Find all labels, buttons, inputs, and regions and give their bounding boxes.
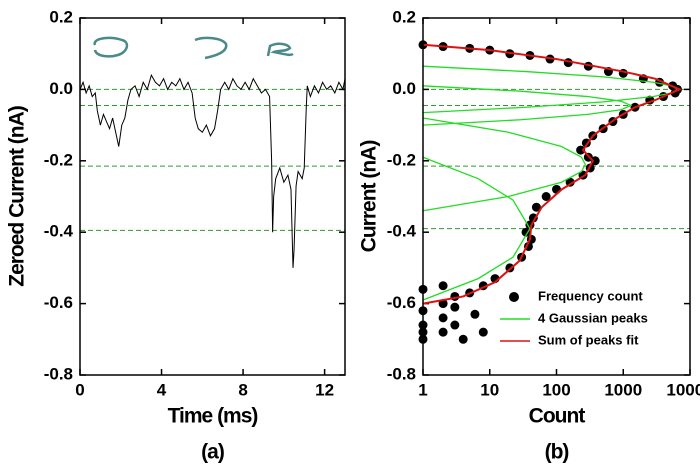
y-tick-label: -0.4 (387, 222, 417, 241)
x-tick-label: 12 (315, 380, 334, 399)
point (450, 302, 460, 312)
y-tick-label: 0.2 (49, 7, 73, 26)
point (438, 281, 448, 291)
point (438, 313, 448, 323)
x-tick-label: 100 (542, 380, 570, 399)
inset-loop (93, 36, 129, 58)
point (438, 327, 448, 337)
point (576, 145, 586, 155)
point (450, 320, 460, 330)
trace (79, 73, 346, 268)
x-tick-label: 1 (418, 380, 427, 399)
y-tick-label: -0.6 (387, 293, 416, 312)
y-tick-label: -0.2 (387, 150, 416, 169)
x-axis-title: Count (529, 405, 586, 428)
x-tick-label: 4 (157, 380, 167, 399)
inset-hook (194, 36, 228, 60)
plot-frame (79, 17, 346, 376)
x-tick-label: 10 (480, 380, 499, 399)
y-tick-label: -0.6 (44, 293, 73, 312)
legend-label: 4 Gaussian peaks (538, 310, 648, 325)
x-tick-label: 8 (238, 380, 247, 399)
inset-knot (266, 42, 294, 57)
point (528, 213, 538, 223)
legend-marker (509, 292, 519, 302)
point (541, 192, 551, 201)
curve (422, 65, 679, 301)
y-tick-label: -0.8 (387, 364, 416, 383)
x-tick-label: 1000 (604, 380, 642, 399)
x-tick-label: 0 (75, 380, 84, 399)
point (590, 156, 600, 166)
x-tick-label: 10000 (666, 380, 700, 399)
point (531, 202, 541, 212)
y-axis-title: Zeroed Current (nA) (6, 106, 29, 287)
caption: (a) (201, 441, 224, 464)
y-tick-label: -0.4 (44, 222, 74, 241)
point (521, 227, 531, 237)
y-axis-title: Current (nA) (358, 141, 381, 253)
plot-frame (422, 17, 691, 376)
legend-label: Frequency count (538, 288, 643, 303)
point (458, 334, 468, 344)
curve (422, 43, 683, 305)
molecule-insets (93, 36, 294, 60)
y-tick-label: 0.2 (392, 7, 416, 26)
point (478, 327, 488, 337)
point (470, 309, 480, 319)
y-tick-label: 0.0 (49, 79, 73, 98)
point (565, 177, 575, 187)
caption: (b) (545, 441, 569, 464)
legend-label: Sum of peaks fit (538, 332, 639, 347)
x-axis-title: Time (ms) (168, 405, 258, 428)
y-tick-label: -0.8 (44, 364, 73, 383)
y-tick-label: 0.0 (392, 79, 416, 98)
y-tick-label: -0.2 (44, 150, 73, 169)
